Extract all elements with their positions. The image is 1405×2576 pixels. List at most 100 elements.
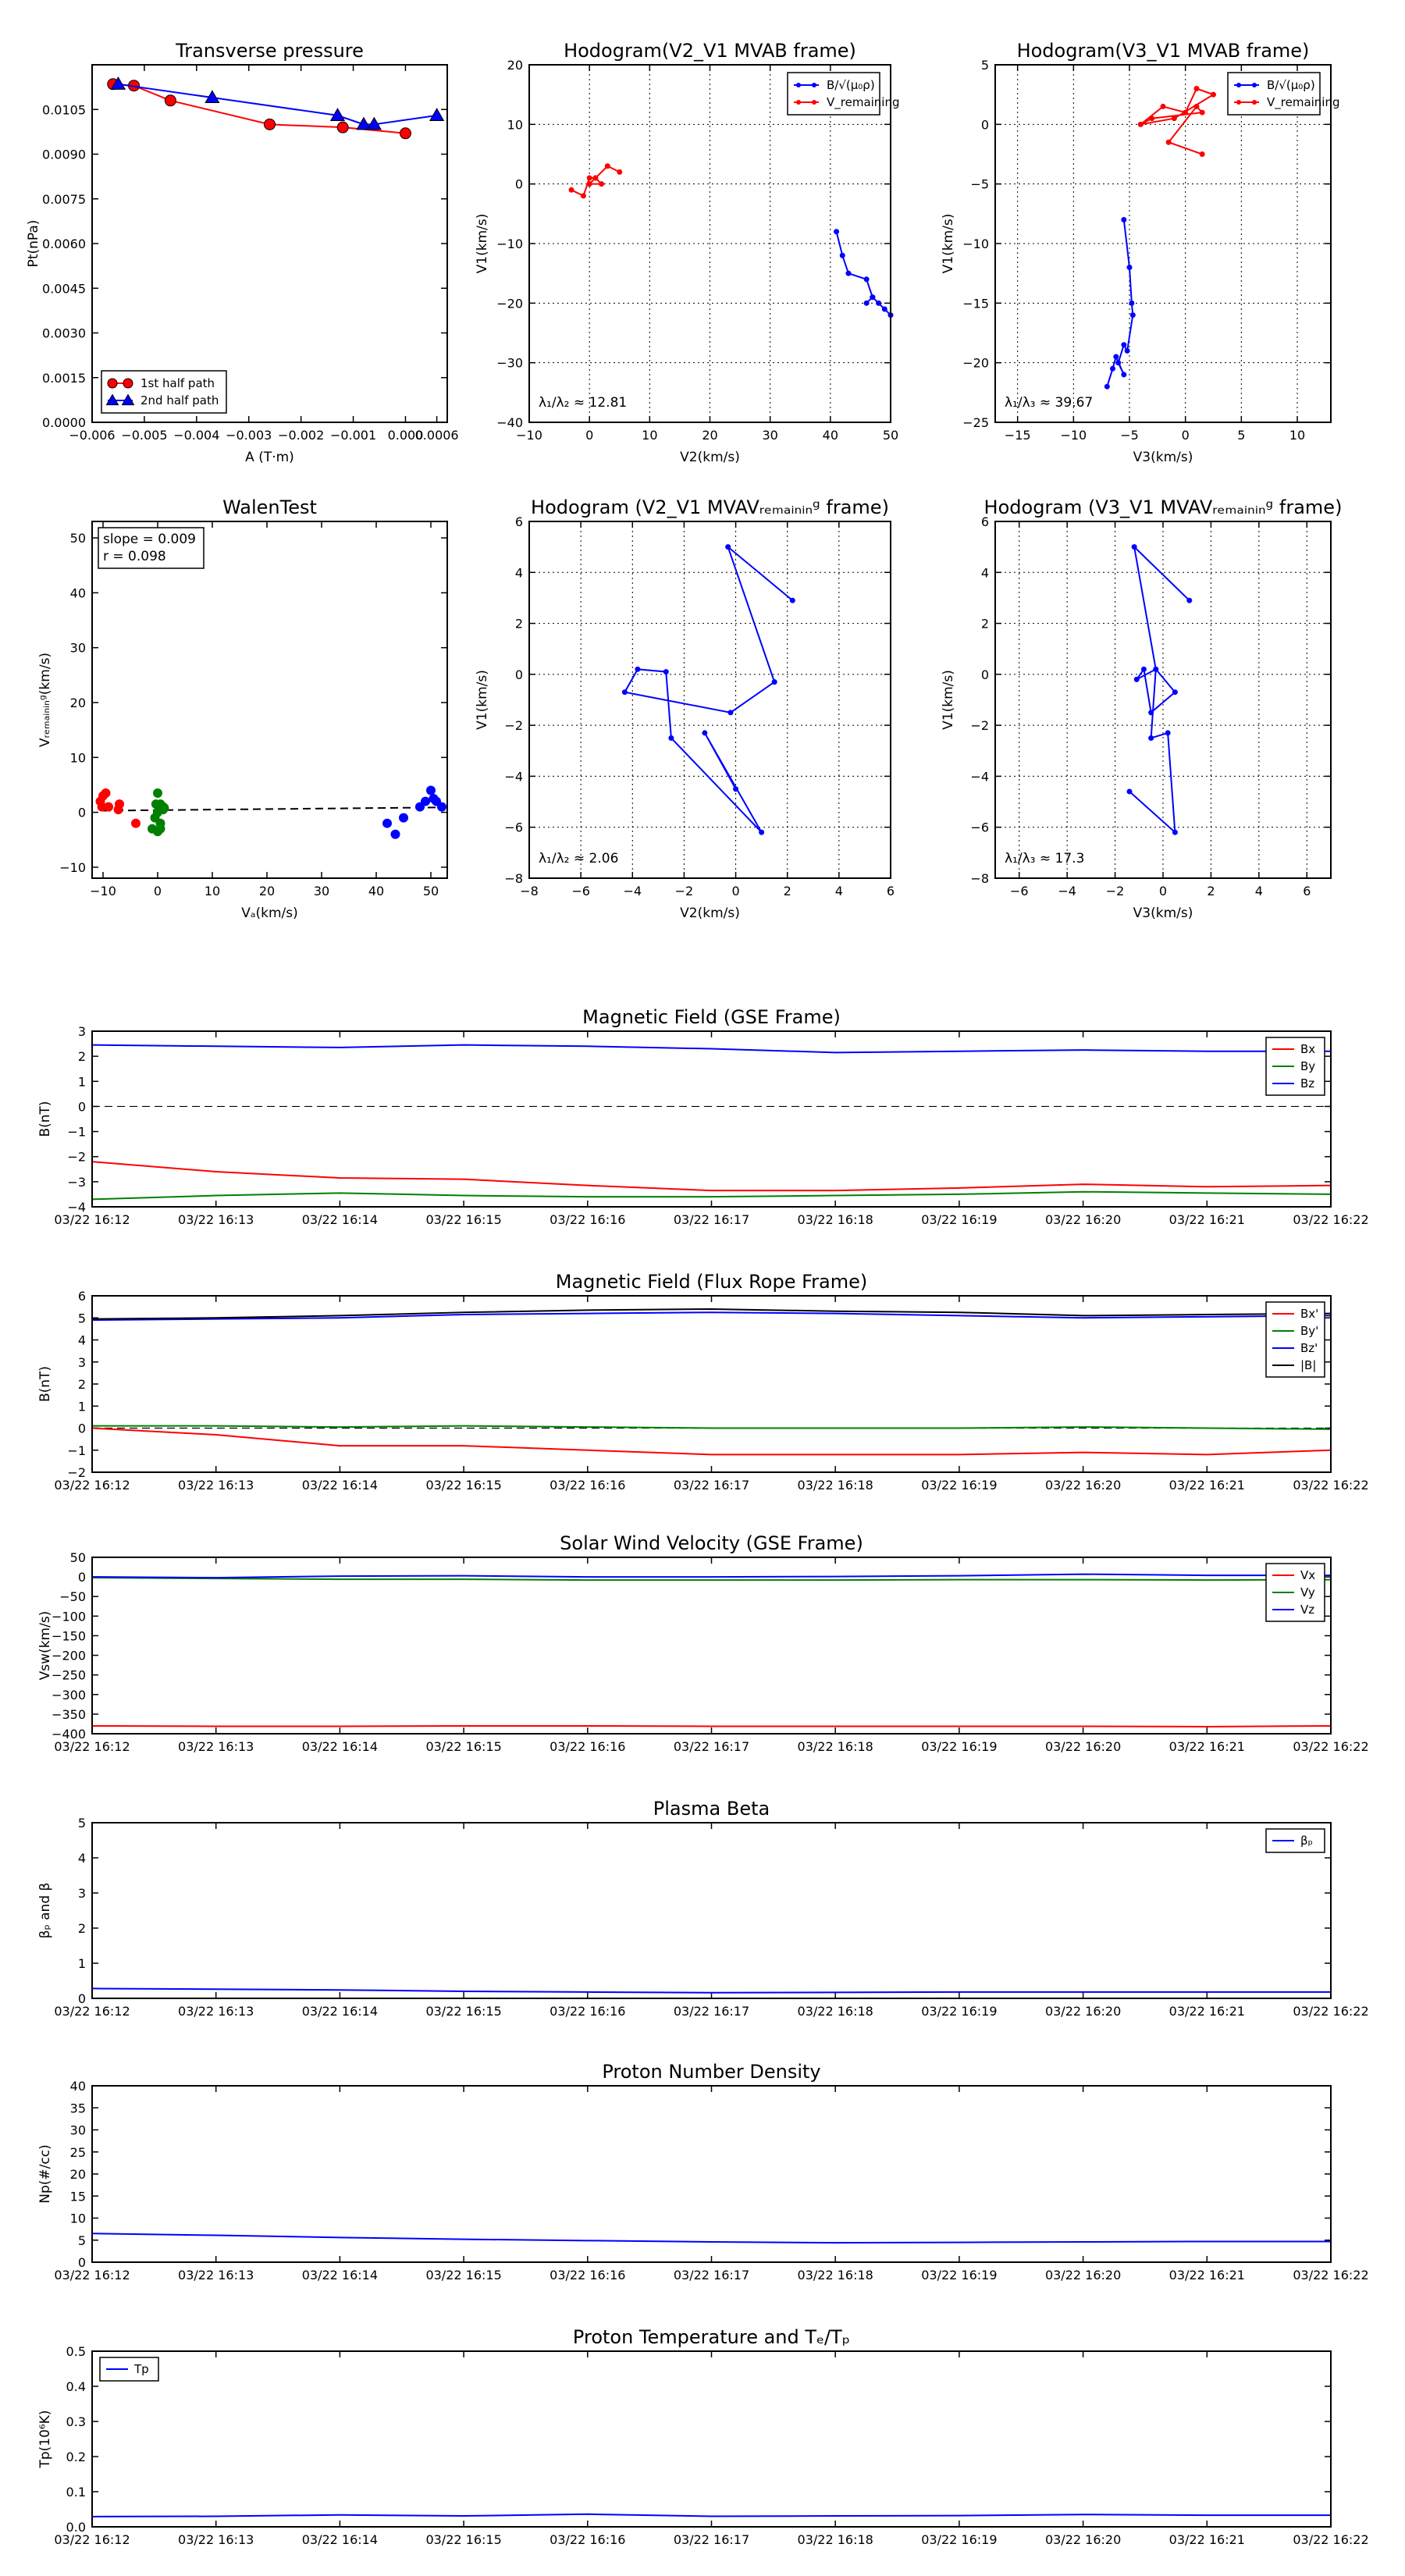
y-tick-label: 0.0000: [42, 415, 86, 430]
y-tick-label: −400: [52, 1727, 86, 1742]
x-tick-label: 03/22 16:15: [425, 2004, 501, 2019]
x-tick-label: −4: [1058, 884, 1076, 898]
y-axis-label: V1(km/s): [941, 214, 956, 274]
series-line: [91, 1308, 1332, 1320]
y-tick-label: −350: [52, 1707, 86, 1722]
chart-bgse: 03/22 16:12 03/22 16:13 03/22 16:14 03/22 1…: [37, 1006, 1369, 1227]
x-tick-label: 03/22 16:21: [1169, 2268, 1245, 2282]
y-tick-label: −6: [504, 820, 523, 835]
chart-hodo1: −10 0 10 20 30 40 50 −40 −30 −20 −10 0 10 20 B/√(μ₀ρ) V…: [475, 40, 900, 465]
x-tick-label: 4: [1255, 884, 1263, 898]
y-tick-label: 0.5: [66, 2344, 86, 2359]
x-tick-label: 0.000: [388, 428, 424, 443]
y-tick-label: 0.2: [66, 2450, 86, 2464]
data-point: [876, 300, 882, 306]
x-tick-label: 03/22 16:13: [178, 1739, 254, 1754]
y-tick-label: 0.0030: [42, 326, 86, 341]
x-tick-label: 03/22 16:17: [674, 2268, 749, 2282]
axes-frame: [994, 64, 1332, 423]
data-point: [663, 669, 669, 675]
legend-label: B/√(μ₀ρ): [1267, 78, 1315, 92]
y-tick-label: 0: [515, 667, 523, 682]
chart-tp: −0.006 −0.005 −0.004 −0.003 −0.002 −0.001 0.00…: [26, 40, 459, 465]
x-tick-label: 40: [368, 884, 384, 898]
data-point: [1193, 103, 1200, 109]
y-tick-label: 0.0075: [42, 192, 86, 207]
series-line: [91, 2233, 1331, 2244]
data-point: [113, 805, 123, 815]
y-tick-label: 2: [515, 617, 523, 632]
legend-label: Bz': [1300, 1341, 1318, 1355]
x-tick-label: 03/22 16:15: [425, 2268, 501, 2282]
chart-title: Transverse pressure: [175, 40, 364, 62]
x-tick-label: 03/22 16:16: [550, 2532, 625, 2547]
x-tick-label: −0.004: [173, 428, 219, 443]
data-point: [617, 169, 623, 175]
x-tick-label: 03/22 16:21: [1169, 1212, 1245, 1227]
data-point: [586, 181, 592, 187]
y-tick-label: 2: [78, 1049, 86, 1064]
y-tick-label: −15: [962, 296, 989, 311]
series-line: [1129, 544, 1190, 834]
x-tick-label: 03/22 16:12: [54, 1212, 130, 1227]
y-tick-label: 0: [981, 667, 989, 682]
y-tick-label: 2: [78, 1377, 86, 1392]
data-point: [1236, 83, 1241, 87]
x-tick-label: 03/22 16:13: [178, 1478, 254, 1493]
x-tick-label: 0: [1159, 884, 1167, 898]
chart-title: Hodogram (V3_V1 MVAVᵣₑₘₐᵢₙᵢₙᵍ frame): [984, 496, 1343, 518]
x-tick-label: 50: [423, 884, 439, 898]
y-axis-label: V1(km/s): [941, 670, 956, 730]
y-axis-label: βₚ and β: [37, 1883, 53, 1939]
data-point: [1140, 666, 1147, 672]
x-tick-label: 03/22 16:15: [425, 1739, 501, 1754]
x-tick-label: 03/22 16:21: [1169, 2004, 1245, 2019]
data-point: [1153, 666, 1159, 672]
y-tick-label: −4: [67, 1200, 86, 1215]
data-point: [592, 175, 599, 181]
y-tick-label: 0.0015: [42, 371, 86, 386]
x-tick-label: 03/22 16:14: [302, 1739, 378, 1754]
data-point: [366, 116, 382, 130]
data-point: [1199, 109, 1205, 116]
data-point: [264, 118, 276, 130]
y-tick-label: −20: [962, 356, 989, 371]
y-tick-label: −4: [504, 769, 523, 784]
data-point: [1160, 103, 1166, 109]
data-point: [845, 270, 852, 276]
chart-hodo2: −15 −10 −5 0 5 10 −25 −20 −15 −10 −5 0 5 B/√(μ₀ρ) V_re…: [941, 40, 1340, 465]
chart-title: Hodogram (V2_V1 MVAVᵣₑₘₐᵢₙᵢₙᵍ frame): [531, 496, 889, 518]
data-point: [1121, 372, 1127, 378]
y-tick-label: 5: [78, 2233, 86, 2248]
data-point: [1148, 710, 1154, 716]
x-tick-label: 03/22 16:22: [1293, 2004, 1368, 2019]
y-tick-label: 0.3: [66, 2414, 86, 2429]
data-point: [1165, 139, 1172, 145]
x-tick-label: −0.003: [226, 428, 272, 443]
legend-label: Bx': [1300, 1307, 1318, 1321]
axes-frame: [528, 64, 891, 423]
y-tick-label: −10: [962, 237, 989, 251]
legend-label: 2nd half path: [140, 393, 219, 407]
x-tick-label: 30: [762, 428, 777, 443]
data-point: [399, 127, 411, 140]
data-point: [1236, 100, 1241, 105]
x-tick-label: 10: [642, 428, 657, 443]
y-tick-label: −2: [504, 718, 523, 733]
axes-frame: [91, 1295, 1332, 1473]
data-point: [151, 799, 161, 809]
x-tick-label: 03/22 16:18: [798, 1478, 873, 1493]
data-point: [1252, 83, 1257, 87]
y-tick-label: −40: [496, 415, 523, 430]
y-axis-label: Vsw(km/s): [37, 1611, 53, 1681]
x-tick-label: 03/22 16:22: [1293, 1478, 1368, 1493]
y-tick-label: 10: [507, 117, 523, 132]
y-tick-label: 1: [78, 1074, 86, 1089]
x-tick-label: −4: [623, 884, 642, 898]
data-point: [796, 83, 801, 87]
y-tick-label: 0.0060: [42, 237, 86, 251]
series-line: [91, 1573, 1331, 1579]
y-tick-label: 0.4: [66, 2379, 86, 2394]
data-point: [759, 829, 765, 835]
series-line: [91, 1161, 1332, 1192]
